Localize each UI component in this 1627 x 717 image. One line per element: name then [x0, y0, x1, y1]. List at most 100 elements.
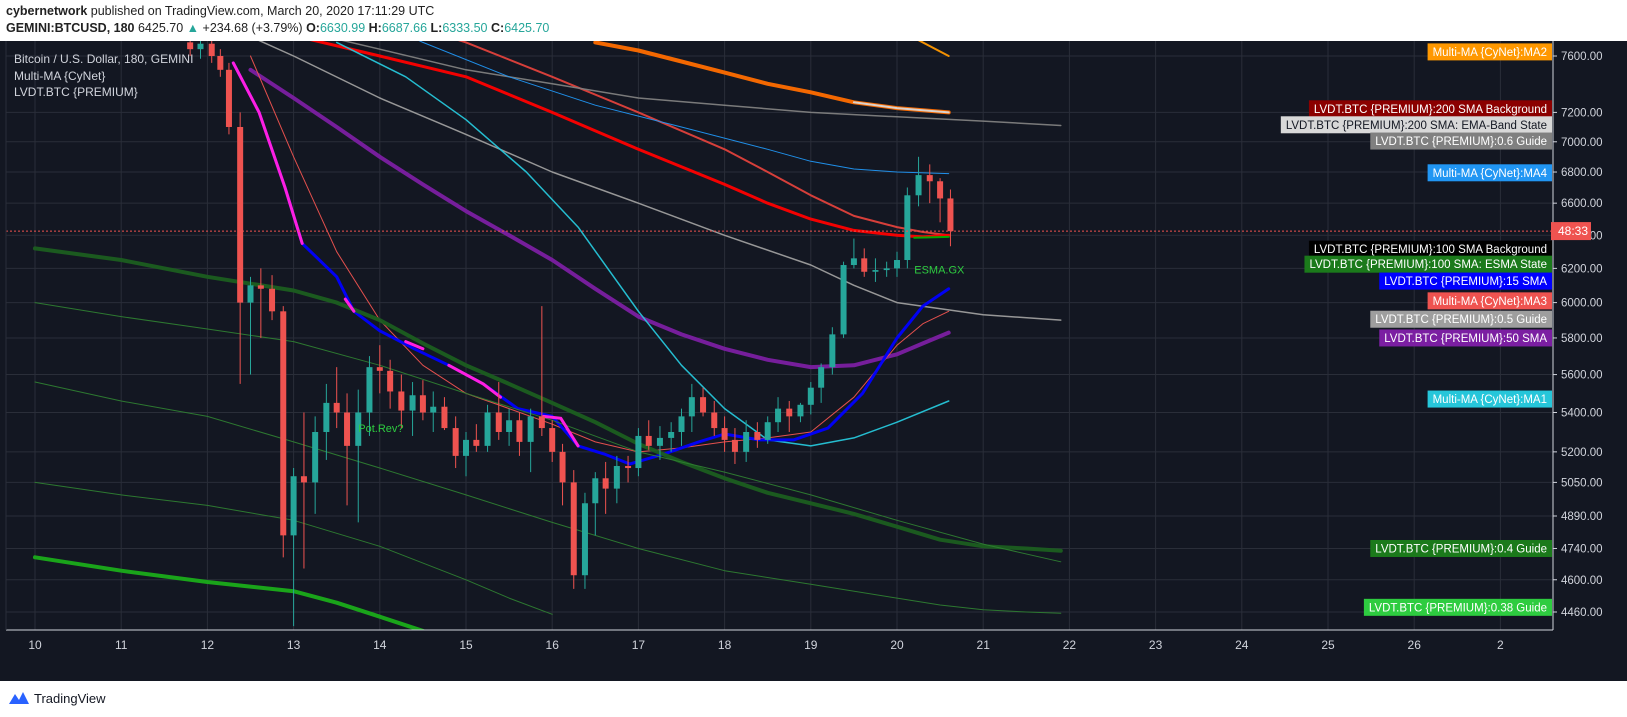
legend-multi-ma[interactable]: Multi-MA {CyNet}	[14, 68, 106, 83]
legend-lvdt[interactable]: LVDT.BTC {PREMIUM}	[14, 85, 138, 99]
y-tick-label: 7600.00	[1561, 51, 1603, 63]
chart-area[interactable]: ESMA.GX Pot.Rev? 7600.00 7200.00 7000.00 680…	[0, 41, 1627, 681]
open-label: O:	[306, 21, 320, 35]
series-line	[231, 61, 951, 466]
open-value: 6630.99	[319, 21, 366, 35]
indicator-label-text: LVDT.BTC {PREMIUM}:100 SMA: ESMA State	[1309, 259, 1547, 271]
indicator-label-text: LVDT.BTC {PREMIUM}:50 SMA	[1384, 333, 1547, 345]
indicator-label-text: Multi-MA {CyNet}:MA2	[1433, 47, 1547, 59]
candle-body	[452, 428, 459, 456]
series-line	[593, 41, 951, 115]
grid-lines	[6, 41, 1553, 630]
candle-body	[581, 503, 588, 576]
candle-body	[775, 408, 782, 423]
up-arrow-icon: ▲	[186, 21, 200, 35]
candle-body	[376, 367, 383, 371]
x-tick-label: 11	[115, 638, 128, 652]
chart-legend: Bitcoin / U.S. Dollar, 180, GEMINI Multi…	[14, 51, 193, 101]
x-tick-label: 10	[28, 638, 42, 652]
indicator-label-bg	[1308, 100, 1552, 118]
close-value: 6425.70	[504, 21, 550, 35]
series-line	[341, 41, 1062, 127]
low-value: 6333.50	[442, 21, 488, 35]
candle-body	[398, 391, 405, 411]
candle-body	[700, 397, 707, 413]
candle-body	[937, 181, 944, 199]
candle-body	[731, 439, 738, 452]
series-line	[33, 246, 1063, 553]
candle-body	[430, 406, 437, 413]
x-tick-label: 16	[546, 638, 560, 652]
candle-body	[355, 412, 362, 446]
candle-body	[312, 431, 319, 483]
candle-body	[602, 478, 609, 489]
indicator-label: LVDT.BTC {PREMIUM}:15 SMA	[1379, 272, 1552, 290]
y-tick-label: 5050.00	[1561, 477, 1603, 489]
y-tick-label: 5800.00	[1561, 333, 1603, 345]
y-tick-label: 6200.00	[1561, 263, 1603, 275]
candle-body	[197, 43, 204, 50]
candle-body	[473, 439, 480, 446]
tradingview-logo-icon[interactable]	[8, 690, 30, 706]
series-line	[913, 235, 950, 239]
series-line	[258, 41, 1062, 321]
candle-body	[656, 437, 663, 446]
author-name[interactable]: cybernetwork	[6, 4, 88, 18]
indicator-label-bg	[1427, 390, 1552, 408]
candle-body	[463, 439, 469, 456]
low-label: L:	[430, 21, 443, 35]
tradingview-brand[interactable]: TradingView	[34, 691, 106, 706]
series-line-magenta	[542, 414, 580, 448]
symbol-line: GEMINI:BTCUSD, 180 6425.70 ▲ +234.68 (+3…	[6, 21, 549, 35]
candle-body	[645, 435, 652, 446]
y-tick-label: 6600.00	[1561, 198, 1603, 210]
candle-body	[678, 416, 685, 432]
candle-body	[807, 387, 814, 405]
indicator-label-text: LVDT.BTC {PREMIUM}:0.4 Guide	[1375, 543, 1547, 555]
candle-body	[850, 258, 857, 266]
price-change: +234.68 (+3.79%)	[202, 21, 303, 35]
candle-body	[840, 265, 847, 335]
candle-body	[829, 334, 836, 368]
candle-body	[915, 175, 922, 196]
y-tick-label: 7200.00	[1561, 107, 1603, 119]
series-line	[335, 41, 950, 447]
indicator-label: LVDT.BTC {PREMIUM}:100 SMA: ESMA State	[1304, 255, 1552, 273]
candle-body	[300, 476, 307, 483]
candle-body	[688, 397, 695, 417]
chart-header: cybernetwork published on TradingView.co…	[0, 0, 1627, 40]
price-chart-svg[interactable]: ESMA.GX Pot.Rev? 7600.00 7200.00 7000.00 680…	[0, 41, 1627, 681]
candle-body	[225, 69, 232, 127]
series-line-magenta	[447, 363, 502, 399]
symbol-name[interactable]: GEMINI:BTCUSD, 180	[6, 21, 135, 35]
candle-body	[797, 404, 804, 417]
legend-symbol[interactable]: Bitcoin / U.S. Dollar, 180, GEMINI	[14, 52, 194, 66]
series-line	[34, 381, 1062, 614]
series-line-magenta	[231, 61, 304, 245]
candle-body	[323, 402, 330, 432]
y-tick-label: 6800.00	[1561, 167, 1603, 179]
series-line	[34, 302, 1062, 563]
series-line	[248, 67, 951, 370]
candle-body	[290, 476, 297, 536]
x-tick-label: 25	[1321, 638, 1335, 652]
indicator-label-bg	[1379, 329, 1552, 347]
candle-body	[344, 412, 351, 446]
x-tick-label: 12	[201, 638, 215, 652]
high-value: 6687.66	[381, 21, 428, 35]
candle-body	[861, 258, 868, 272]
indicator-label-text: Multi-MA {CyNet}:MA4	[1433, 168, 1548, 180]
last-price: 6425.70	[137, 21, 184, 35]
x-tick-label: 15	[459, 638, 473, 652]
y-tick-label: 5600.00	[1561, 370, 1603, 382]
candle-body	[926, 175, 933, 182]
candle-body	[754, 431, 761, 440]
candle-body	[786, 408, 793, 417]
candle-body	[818, 367, 825, 388]
candle-body	[217, 56, 224, 70]
candle-body	[366, 367, 373, 413]
right-scale-labels: 48:33 Multi-MA {CyNet}:MA2 LVDT.BTC {PREMI…	[1280, 43, 1591, 616]
candle-body	[613, 466, 620, 489]
indicator-label-text: LVDT.BTC {PREMIUM}:15 SMA	[1384, 276, 1547, 288]
x-tick-label: 14	[373, 638, 387, 652]
